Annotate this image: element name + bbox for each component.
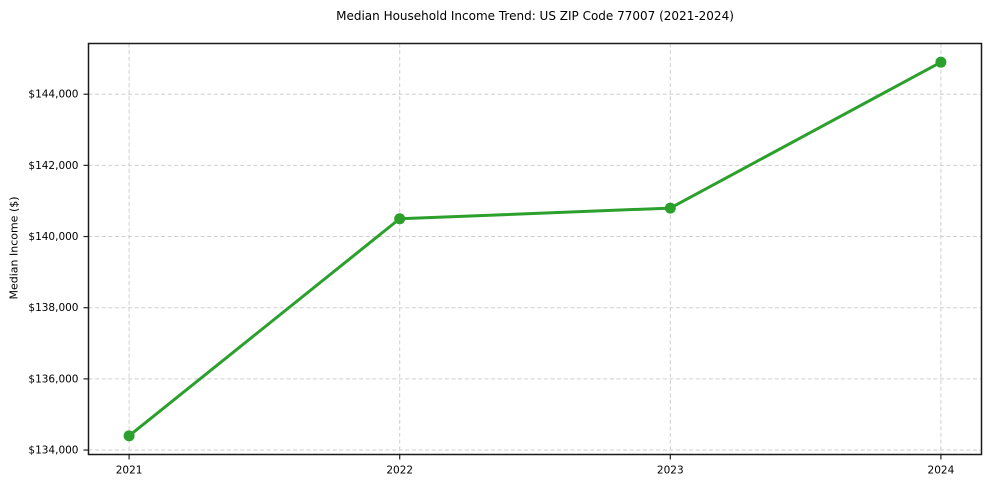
y-tick-label: $136,000 (28, 373, 78, 385)
y-tick-label: $140,000 (28, 231, 78, 243)
trend-line (127, 60, 943, 438)
x-tick-label: 2021 (116, 465, 143, 477)
y-tick-label: $142,000 (28, 160, 78, 172)
data-point-marker (935, 56, 947, 68)
y-tick-label: $144,000 (28, 89, 78, 101)
y-tick-label: $134,000 (28, 445, 78, 457)
data-point-marker (123, 430, 135, 442)
x-tick-label: 2023 (657, 465, 684, 477)
x-tick-label: 2024 (928, 465, 955, 477)
chart-title: Median Household Income Trend: US ZIP Co… (336, 9, 734, 23)
y-tick-label: $138,000 (28, 302, 78, 314)
plot-frame (87, 42, 983, 456)
data-point-marker (664, 202, 676, 214)
x-tick-label: 2022 (386, 465, 413, 477)
data-point-marker (394, 213, 406, 225)
